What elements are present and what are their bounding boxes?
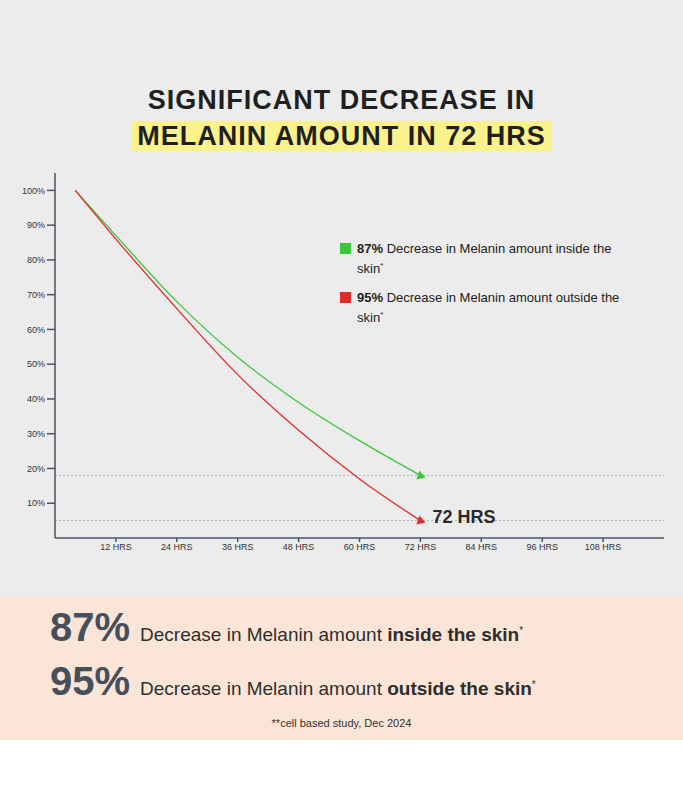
svg-text:12 HRS: 12 HRS <box>100 542 132 552</box>
svg-text:36 HRS: 36 HRS <box>222 542 254 552</box>
svg-text:30%: 30% <box>27 429 45 439</box>
svg-text:72 HRS: 72 HRS <box>405 542 437 552</box>
svg-text:60 HRS: 60 HRS <box>344 542 376 552</box>
html-text:87% Decrease in Melanin amount: 87% Decrease in Melanin amount inside th… <box>357 241 612 277</box>
svg-text:80%: 80% <box>27 255 45 265</box>
svg-text:108 HRS: 108 HRS <box>585 542 622 552</box>
html-text:Decrease in Melanin amount out: Decrease in Melanin amount outside the s… <box>140 678 536 699</box>
svg-text:60%: 60% <box>27 325 45 335</box>
svg-text:70%: 70% <box>27 290 45 300</box>
svg-text:20%: 20% <box>27 464 45 474</box>
html-text:87%: 87% <box>50 605 131 649</box>
svg-text:50%: 50% <box>27 359 45 369</box>
svg-text:40%: 40% <box>27 394 45 404</box>
html-text:SIGNIFICANT DECREASE IN: SIGNIFICANT DECREASE IN <box>147 85 536 115</box>
svg-text:24 HRS: 24 HRS <box>161 542 193 552</box>
svg-text:10%: 10% <box>27 498 45 508</box>
svg-text:96 HRS: 96 HRS <box>526 542 558 552</box>
html-text:Decrease in Melanin amount ins: Decrease in Melanin amount inside the sk… <box>140 624 524 645</box>
svg-text:84 HRS: 84 HRS <box>466 542 498 552</box>
svg-text:90%: 90% <box>27 220 45 230</box>
svg-text:100%: 100% <box>22 186 45 196</box>
html-text:95%: 95% <box>50 659 131 703</box>
html-text:95% Decrease in Melanin amount: 95% Decrease in Melanin amount outside t… <box>357 290 620 326</box>
html-text:**cell based study, Dec 2024: **cell based study, Dec 2024 <box>271 717 412 729</box>
html-text:MELANIN AMOUNT IN 72 HRS: MELANIN AMOUNT IN 72 HRS <box>137 121 546 151</box>
svg-text:48 HRS: 48 HRS <box>283 542 315 552</box>
svg-text:72 HRS: 72 HRS <box>432 507 495 527</box>
